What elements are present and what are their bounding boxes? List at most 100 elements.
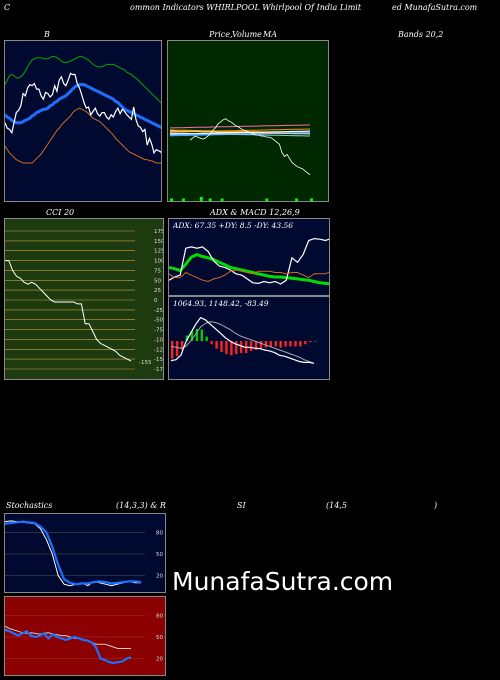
- adx-chart: [169, 237, 329, 286]
- cci-tick-label: 50: [154, 278, 161, 284]
- rsi-line-a: [5, 625, 131, 649]
- minus-di-line: [169, 269, 329, 283]
- cci-tick-label: -175: [154, 367, 164, 373]
- volume-bar: [170, 198, 173, 201]
- macd-signal-line: [170, 321, 315, 364]
- cci-chart: 175 150 125 100 75 50 25 0 -25 -50 -75 -100 -125 -150…: [5, 229, 164, 373]
- bollinger-chart: [5, 56, 161, 164]
- bb-lower-line: [5, 107, 161, 164]
- price-line: [189, 118, 311, 176]
- rsi-chart: 80 50 20: [5, 613, 163, 665]
- macd-line: [170, 316, 315, 364]
- header-left: C: [4, 3, 11, 12]
- cci-tick-label: 175: [154, 229, 164, 235]
- volume-title: Volume: [232, 30, 262, 39]
- volume-bar: [199, 197, 203, 201]
- macd-values: 1064.93, 1148.42, -83.49: [173, 299, 269, 308]
- rsi-tick-label: 80: [156, 613, 163, 619]
- macd-hist-bar: [279, 341, 282, 348]
- stoch-k-line: [5, 520, 141, 587]
- macd-hist-bar: [314, 341, 317, 342]
- stoch-tick-label: 20: [156, 574, 163, 580]
- adx-macd-title: ADX & MACD 12,26,9: [210, 208, 300, 217]
- macd-hist-bar: [225, 341, 228, 355]
- macd-hist-bar: [249, 341, 253, 351]
- volume-bar: [310, 198, 313, 201]
- rsi-title: SI: [237, 501, 246, 510]
- macd-hist-bar: [294, 341, 297, 347]
- macd-panel: 1064.93, 1148.42, -83.49: [168, 296, 330, 380]
- volume-bar: [295, 198, 299, 201]
- macd-hist-bar: [299, 341, 302, 347]
- cci-line: [5, 260, 132, 362]
- stoch-d-line: [5, 520, 142, 586]
- stoch-title: Stochastics: [6, 501, 53, 510]
- rsi-params: (14,5: [326, 501, 347, 510]
- price-volume-panel: [167, 40, 329, 202]
- cci-tick-label: 125: [154, 249, 164, 255]
- macd-hist-bar: [205, 336, 208, 341]
- cci-tick-label: 150: [154, 239, 164, 245]
- bands-title: Bands 20,2: [398, 30, 444, 39]
- macd-hist-bar: [190, 331, 194, 341]
- ma-line-6: [170, 130, 311, 135]
- stoch-tick-label: 50: [156, 552, 163, 558]
- cci-last-label: -155: [139, 360, 152, 366]
- macd-hist-bar: [220, 341, 223, 352]
- cci-panel: 175 150 125 100 75 50 25 0 -25 -50 -75 -100 -125 -150…: [4, 218, 164, 380]
- macd-hist-bar: [180, 341, 184, 350]
- cci-tick-label: -150: [154, 357, 164, 363]
- price-title: Price,: [209, 30, 233, 39]
- cci-tick-label: 0: [154, 298, 158, 304]
- macd-hist-bar: [289, 341, 292, 347]
- volume-bar: [220, 198, 224, 201]
- macd-hist-bar: [195, 328, 199, 341]
- macd-hist-bar: [274, 341, 277, 347]
- header-right: ed MunafaSutra.com: [392, 3, 478, 12]
- macd-hist-bar: [210, 341, 213, 345]
- cci-tick-label: -75: [154, 328, 163, 334]
- bollinger-panel: [4, 40, 162, 202]
- adx-panel: ADX: 67.35 +DY: 8.5 -DY: 43.56: [168, 218, 330, 296]
- cci-tick-label: -25: [154, 308, 163, 314]
- stoch-tick-label: 80: [156, 530, 163, 536]
- bb-price-line: [5, 72, 161, 155]
- macd-hist-bar: [171, 341, 174, 359]
- volume-bar: [181, 198, 185, 201]
- macd-hist-bar: [284, 341, 287, 347]
- adx-values: ADX: 67.35 +DY: 8.5 -DY: 43.56: [173, 221, 294, 230]
- cci-tick-label: 25: [154, 288, 161, 294]
- cci-tick-label: 100: [154, 259, 164, 265]
- rsi-tick-label: 20: [156, 657, 163, 663]
- stochastics-chart: 80 50 20: [5, 520, 163, 587]
- rsi-panel: 80 50 20: [4, 596, 166, 676]
- bollinger-title: B: [44, 30, 50, 39]
- macd-chart: [170, 316, 317, 364]
- rsi-params-close: ): [434, 501, 438, 510]
- cci-tick-label: -100: [154, 337, 164, 343]
- macd-hist-bar: [185, 335, 189, 341]
- bb-upper-line: [5, 56, 161, 104]
- header-center: ommon Indicators WHIRLPOOL Whirlpool Of …: [130, 3, 362, 12]
- macd-hist-bar: [200, 329, 203, 342]
- cci-title: CCI 20: [46, 208, 75, 217]
- stochastics-panel: 80 50 20: [4, 513, 166, 593]
- cci-tick-label: -50: [154, 318, 163, 324]
- macd-hist-bar: [240, 341, 243, 354]
- macd-hist-bar: [309, 341, 312, 343]
- adx-line: [169, 252, 329, 286]
- volume-bar: [265, 198, 269, 201]
- bb-middle-line: [5, 83, 161, 130]
- macd-hist-bar: [269, 341, 272, 347]
- rsi-line-b: [5, 628, 132, 665]
- macd-hist-bar: [235, 341, 238, 355]
- macd-hist-bar: [230, 341, 233, 356]
- ma-line-4: [170, 124, 311, 129]
- macd-hist-bar: [264, 341, 268, 348]
- ma-title: MA: [263, 30, 277, 39]
- cci-tick-label: -125: [154, 347, 164, 353]
- plus-di-line: [169, 237, 329, 285]
- price-volume-chart: [169, 118, 313, 201]
- rsi-tick-label: 50: [156, 635, 163, 641]
- stoch-params: (14,3,3) & R: [116, 501, 166, 510]
